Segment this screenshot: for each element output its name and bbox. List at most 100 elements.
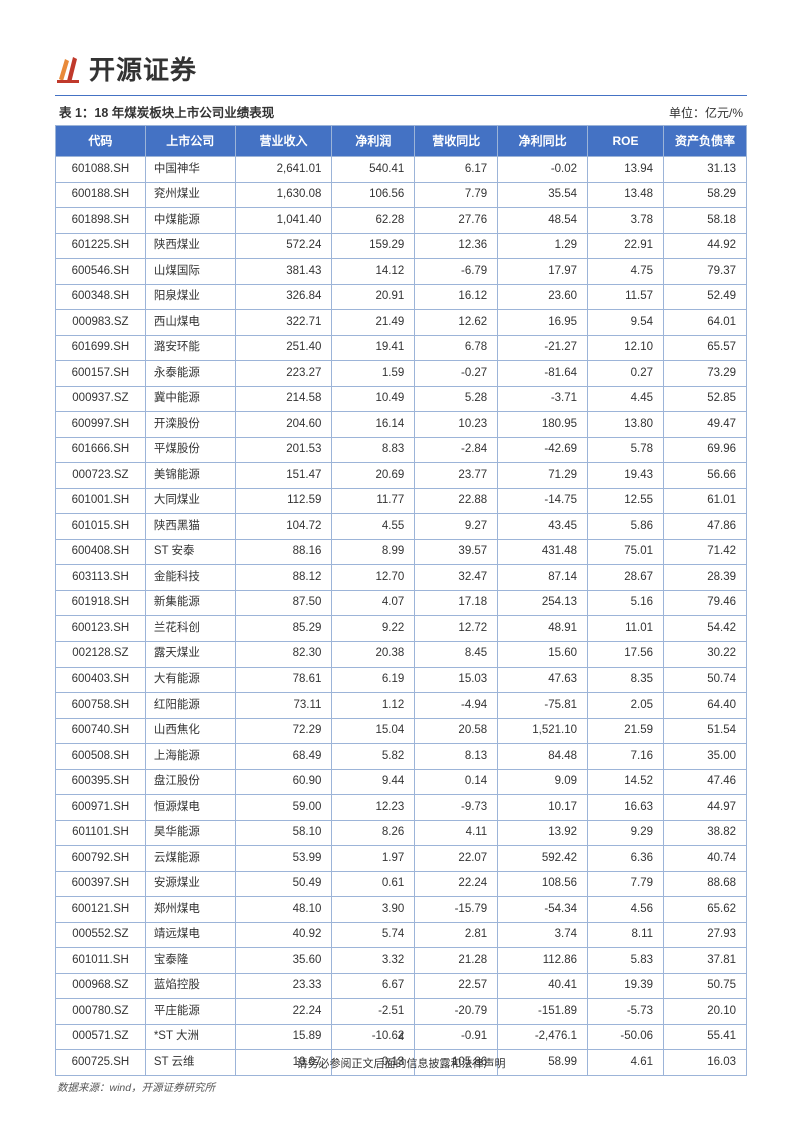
table-cell: 600792.SH [56, 846, 146, 872]
table-cell: 002128.SZ [56, 641, 146, 667]
table-cell: 151.47 [235, 463, 332, 489]
table-cell: 601101.SH [56, 820, 146, 846]
table-cell: 5.74 [332, 922, 415, 948]
table-cell: 5.28 [415, 386, 498, 412]
table-cell: 8.11 [588, 922, 664, 948]
table-cell: 0.27 [588, 361, 664, 387]
page-number: 4 [0, 1031, 802, 1043]
table-cell: 78.61 [235, 667, 332, 693]
table-cell: 82.30 [235, 641, 332, 667]
table-cell: 宝泰隆 [145, 948, 235, 974]
table-cell: 2.05 [588, 693, 664, 719]
table-cell: 陕西煤业 [145, 233, 235, 259]
table-cell: 48.10 [235, 897, 332, 923]
table-cell: -2.51 [332, 999, 415, 1025]
table-cell: 600997.SH [56, 412, 146, 438]
table-row: 000780.SZ平庄能源22.24-2.51-20.79-151.89-5.7… [56, 999, 747, 1025]
table-cell: 31.13 [664, 157, 747, 183]
table-cell: 16.95 [498, 310, 588, 336]
table-cell: 9.29 [588, 820, 664, 846]
table-row: 600508.SH上海能源68.495.828.1384.487.1635.00 [56, 744, 747, 770]
table-cell: 21.59 [588, 718, 664, 744]
table-cell: 7.16 [588, 744, 664, 770]
table-cell: 3.78 [588, 208, 664, 234]
table-cell: 600121.SH [56, 897, 146, 923]
table-cell: 10.23 [415, 412, 498, 438]
table-cell: 71.29 [498, 463, 588, 489]
table-cell: 159.29 [332, 233, 415, 259]
table-cell: 79.37 [664, 259, 747, 285]
table-row: 600397.SH安源煤业50.490.6122.24108.567.7988.… [56, 871, 747, 897]
table-cell: 4.55 [332, 514, 415, 540]
table-cell: 1,630.08 [235, 182, 332, 208]
table-cell: 47.86 [664, 514, 747, 540]
table-cell: 9.09 [498, 769, 588, 795]
table-cell: 1.59 [332, 361, 415, 387]
table-cell: 盘江股份 [145, 769, 235, 795]
table-cell: 16.14 [332, 412, 415, 438]
table-cell: 47.63 [498, 667, 588, 693]
table-cell: 14.52 [588, 769, 664, 795]
table-cell: 山煤国际 [145, 259, 235, 285]
table-cell: 冀中能源 [145, 386, 235, 412]
table-cell: 601898.SH [56, 208, 146, 234]
table-header-cell: 营收同比 [415, 126, 498, 157]
table-cell: 600397.SH [56, 871, 146, 897]
table-cell: 600971.SH [56, 795, 146, 821]
table-cell: 22.24 [235, 999, 332, 1025]
table-cell: 永泰能源 [145, 361, 235, 387]
table-cell: 云煤能源 [145, 846, 235, 872]
table-row: 601015.SH陕西黑猫104.724.559.2743.455.8647.8… [56, 514, 747, 540]
table-cell: 美锦能源 [145, 463, 235, 489]
table-cell: 600403.SH [56, 667, 146, 693]
table-cell: 4.75 [588, 259, 664, 285]
table-cell: 金能科技 [145, 565, 235, 591]
table-cell: 49.47 [664, 412, 747, 438]
table-cell: 56.66 [664, 463, 747, 489]
table-cell: 601001.SH [56, 488, 146, 514]
table-cell: 40.74 [664, 846, 747, 872]
table-cell: 山西焦化 [145, 718, 235, 744]
table-cell: 40.92 [235, 922, 332, 948]
table-cell: 兖州煤业 [145, 182, 235, 208]
table-cell: 35.00 [664, 744, 747, 770]
table-cell: 50.74 [664, 667, 747, 693]
table-cell: 58.29 [664, 182, 747, 208]
table-row: 601898.SH中煤能源1,041.4062.2827.7648.543.78… [56, 208, 747, 234]
table-cell: 6.78 [415, 335, 498, 361]
table-row: 600395.SH盘江股份60.909.440.149.0914.5247.46 [56, 769, 747, 795]
table-row: 000937.SZ冀中能源214.5810.495.28-3.714.4552.… [56, 386, 747, 412]
table-cell: 12.70 [332, 565, 415, 591]
table-cell: 12.55 [588, 488, 664, 514]
table-cell: 14.12 [332, 259, 415, 285]
table-cell: 180.95 [498, 412, 588, 438]
table-row: 600408.SHST 安泰88.168.9939.57431.4875.017… [56, 539, 747, 565]
table-cell: 8.13 [415, 744, 498, 770]
table-cell: 1.29 [498, 233, 588, 259]
table-cell: 17.18 [415, 590, 498, 616]
table-cell: 12.62 [415, 310, 498, 336]
table-cell: 7.79 [415, 182, 498, 208]
table-cell: -54.34 [498, 897, 588, 923]
table-cell: 8.83 [332, 437, 415, 463]
table-cell: 8.45 [415, 641, 498, 667]
table-cell: 69.96 [664, 437, 747, 463]
table-cell: -0.27 [415, 361, 498, 387]
table-cell: -5.73 [588, 999, 664, 1025]
table-cell: 23.77 [415, 463, 498, 489]
table-cell: 22.91 [588, 233, 664, 259]
table-row: 600121.SH郑州煤电48.103.90-15.79-54.344.5665… [56, 897, 747, 923]
table-cell: 88.16 [235, 539, 332, 565]
table-cell: 79.46 [664, 590, 747, 616]
table-cell: 68.49 [235, 744, 332, 770]
table-cell: 65.62 [664, 897, 747, 923]
table-cell: 38.82 [664, 820, 747, 846]
table-caption: 表 1：18 年煤炭板块上市公司业绩表现 [59, 102, 274, 121]
table-cell: 30.22 [664, 641, 747, 667]
table-cell: 540.41 [332, 157, 415, 183]
table-cell: 600408.SH [56, 539, 146, 565]
table-cell: 9.44 [332, 769, 415, 795]
table-cell: -81.64 [498, 361, 588, 387]
table-cell: 000780.SZ [56, 999, 146, 1025]
table-cell: 87.14 [498, 565, 588, 591]
